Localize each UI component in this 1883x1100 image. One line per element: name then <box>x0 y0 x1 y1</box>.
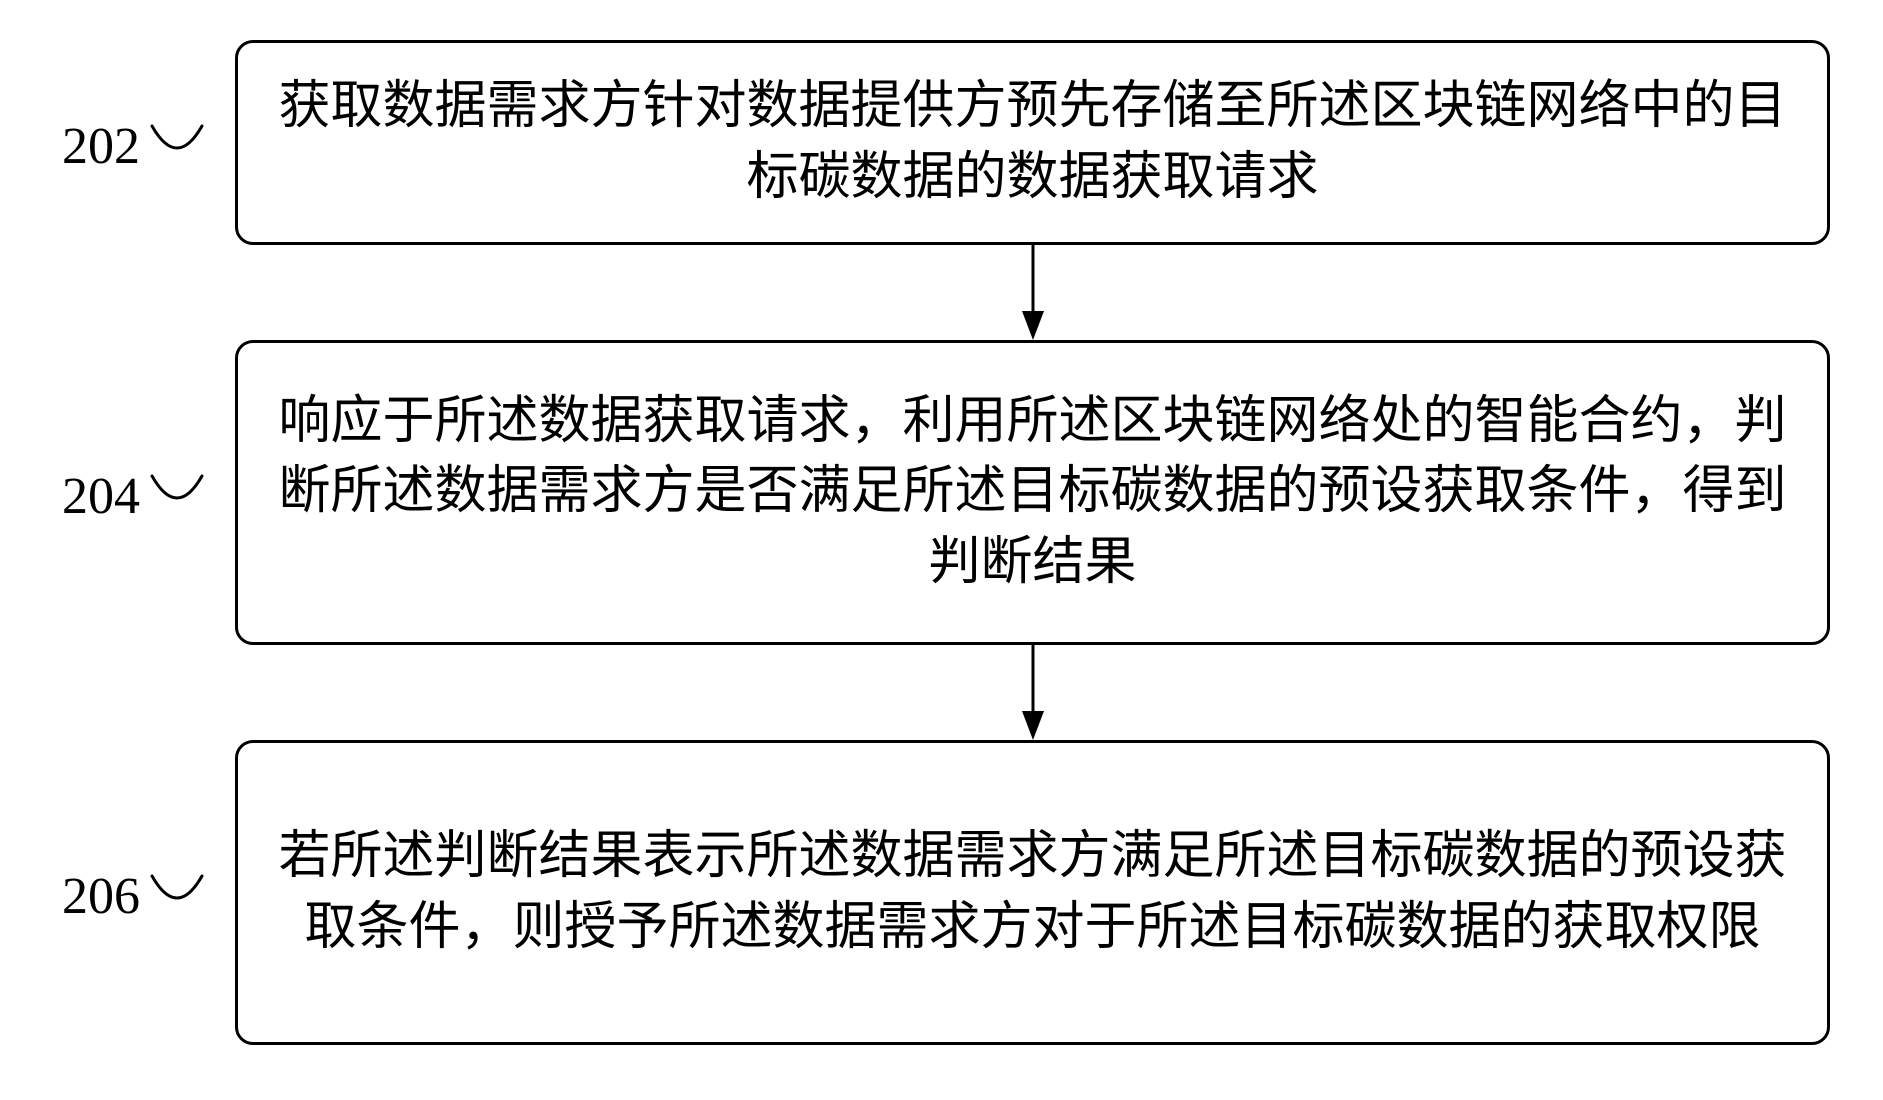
arrow-202-to-204 <box>1021 245 1045 340</box>
flowchart-canvas: 202 获取数据需求方针对数据提供方预先存储至所述区块链网络中的目标碳数据的数据… <box>0 0 1883 1100</box>
arrow-204-to-206 <box>1021 645 1045 740</box>
step-box-202: 获取数据需求方针对数据提供方预先存储至所述区块链网络中的目标碳数据的数据获取请求 <box>235 40 1830 245</box>
step-label-202: 202 <box>30 117 140 176</box>
brace-206 <box>150 872 204 908</box>
step-box-204: 响应于所述数据获取请求，利用所述区块链网络处的智能合约，判断所述数据需求方是否满… <box>235 340 1830 645</box>
step-label-204: 204 <box>30 467 140 526</box>
step-box-206: 若所述判断结果表示所述数据需求方满足所述目标碳数据的预设获取条件，则授予所述数据… <box>235 740 1830 1045</box>
brace-202 <box>150 122 204 158</box>
brace-204 <box>150 472 204 508</box>
step-label-206: 206 <box>30 867 140 926</box>
